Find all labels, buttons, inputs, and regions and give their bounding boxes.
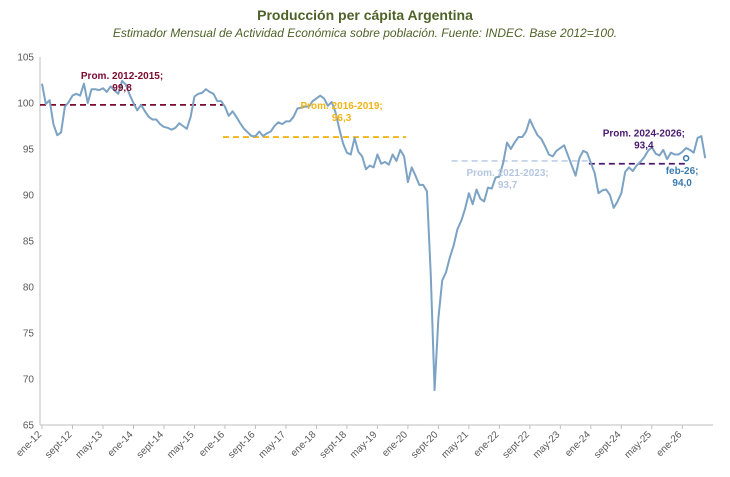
- annotation-value: 96,3: [332, 113, 352, 124]
- y-tick-label: 105: [17, 53, 34, 64]
- x-tick-label: ene-12: [14, 429, 44, 459]
- x-tick-label: may-25: [623, 429, 655, 461]
- x-tick-label: may-13: [74, 429, 106, 461]
- annotation-label: feb-26;: [666, 166, 699, 177]
- x-tick-label: ene-22: [472, 429, 502, 459]
- chart-subtitle: Estimador Mensual de Actividad Económica…: [112, 26, 618, 40]
- x-tick-label: ene-24: [563, 429, 593, 459]
- x-tick-label: ene-18: [289, 429, 319, 459]
- y-tick-label: 85: [23, 237, 35, 248]
- x-tick-label: may-21: [440, 429, 472, 461]
- y-tick-label: 100: [17, 99, 34, 110]
- x-tick-label: sept-12: [43, 429, 75, 461]
- x-tick-label: sept-18: [318, 429, 350, 461]
- last-point-marker: [682, 154, 690, 162]
- annotation-label: Prom. 2021-2023;: [466, 168, 548, 179]
- x-tick-label: may-15: [165, 429, 197, 461]
- annotation-value: 99,8: [112, 83, 132, 94]
- y-tick-label: 75: [23, 329, 35, 340]
- y-tick-label: 65: [23, 421, 35, 432]
- chart-title: Producción per cápita Argentina: [257, 7, 473, 23]
- annotation-value: 94,0: [672, 178, 692, 189]
- x-tick-label: sept-16: [226, 429, 258, 461]
- annotation-value: 93,4: [634, 141, 654, 152]
- x-tick-label: sept-24: [592, 429, 624, 461]
- x-tick-label: sept-20: [409, 429, 441, 461]
- x-tick-label: ene-16: [197, 429, 227, 459]
- x-tick-label: may-17: [257, 429, 289, 461]
- annotation-label: Prom. 2012-2015;: [81, 71, 163, 82]
- annotation-label: Prom. 2016-2019;: [300, 101, 382, 112]
- x-tick-label: ene-14: [106, 429, 136, 459]
- series-line: [41, 79, 707, 392]
- y-tick-label: 90: [23, 191, 35, 202]
- x-tick-label: may-19: [348, 429, 380, 461]
- x-tick-label: sept-22: [501, 429, 533, 461]
- x-tick-label: sept-14: [135, 429, 167, 461]
- x-tick-label: ene-26: [655, 429, 685, 459]
- annotation-value: 93,7: [498, 180, 518, 191]
- annotation-label: Prom. 2024-2026;: [603, 129, 685, 140]
- x-tick-label: ene-20: [380, 429, 410, 459]
- y-tick-label: 70: [23, 375, 35, 386]
- x-tick-label: may-23: [531, 429, 563, 461]
- y-tick-label: 95: [23, 145, 35, 156]
- y-tick-label: 80: [23, 283, 35, 294]
